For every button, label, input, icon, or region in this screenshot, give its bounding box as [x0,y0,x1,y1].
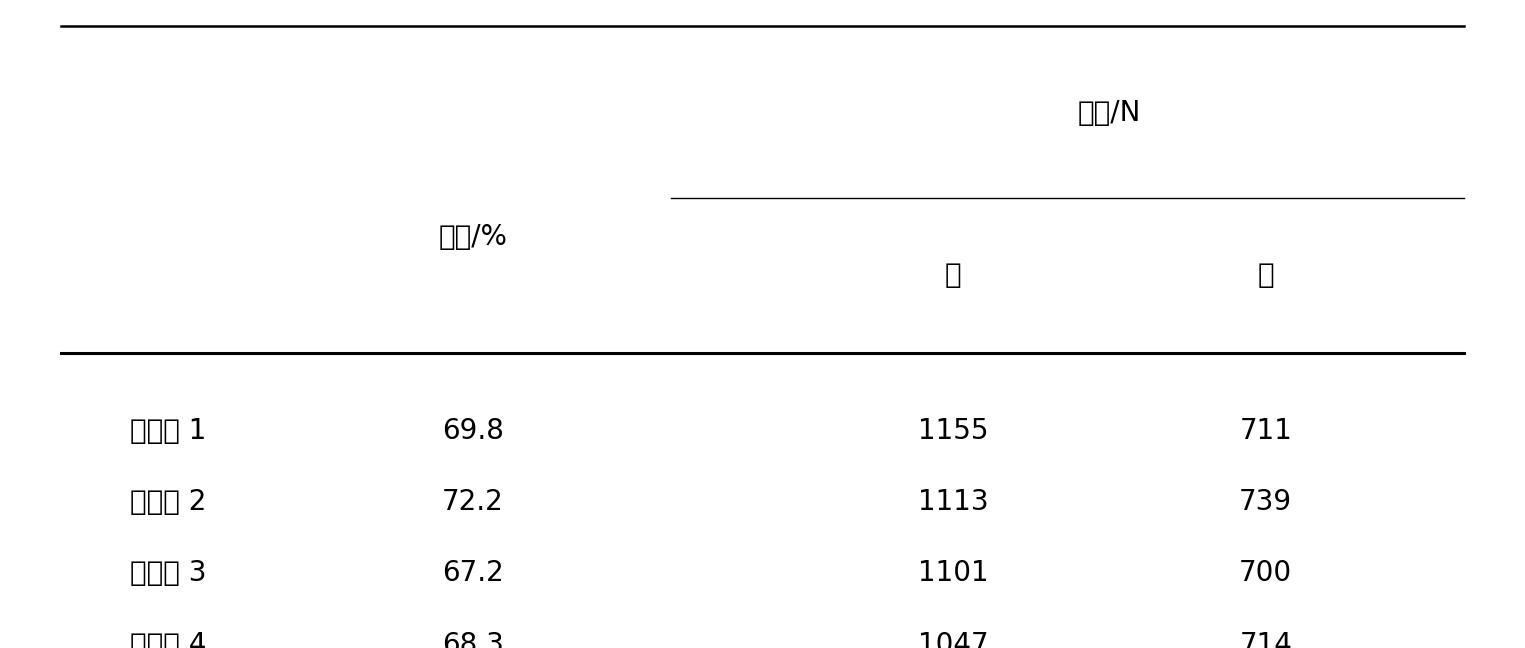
Text: 68.3: 68.3 [442,631,503,648]
Text: 714: 714 [1240,631,1292,648]
Text: 67.2: 67.2 [442,559,503,588]
Text: 700: 700 [1240,559,1292,588]
Text: 纬: 纬 [1258,261,1273,290]
Text: 经: 经 [946,261,961,290]
Text: 强力/N: 强力/N [1078,99,1141,128]
Text: 739: 739 [1240,488,1292,516]
Text: 实施例 3: 实施例 3 [130,559,206,588]
Text: 实施例 2: 实施例 2 [130,488,206,516]
Text: 1101: 1101 [918,559,988,588]
Text: 实施例 4: 实施例 4 [130,631,206,648]
Text: 白度/%: 白度/% [438,222,508,251]
Text: 1113: 1113 [918,488,988,516]
Text: 711: 711 [1240,417,1292,445]
Text: 1155: 1155 [918,417,988,445]
Text: 69.8: 69.8 [442,417,503,445]
Text: 72.2: 72.2 [442,488,503,516]
Text: 实施例 1: 实施例 1 [130,417,206,445]
Text: 1047: 1047 [918,631,988,648]
